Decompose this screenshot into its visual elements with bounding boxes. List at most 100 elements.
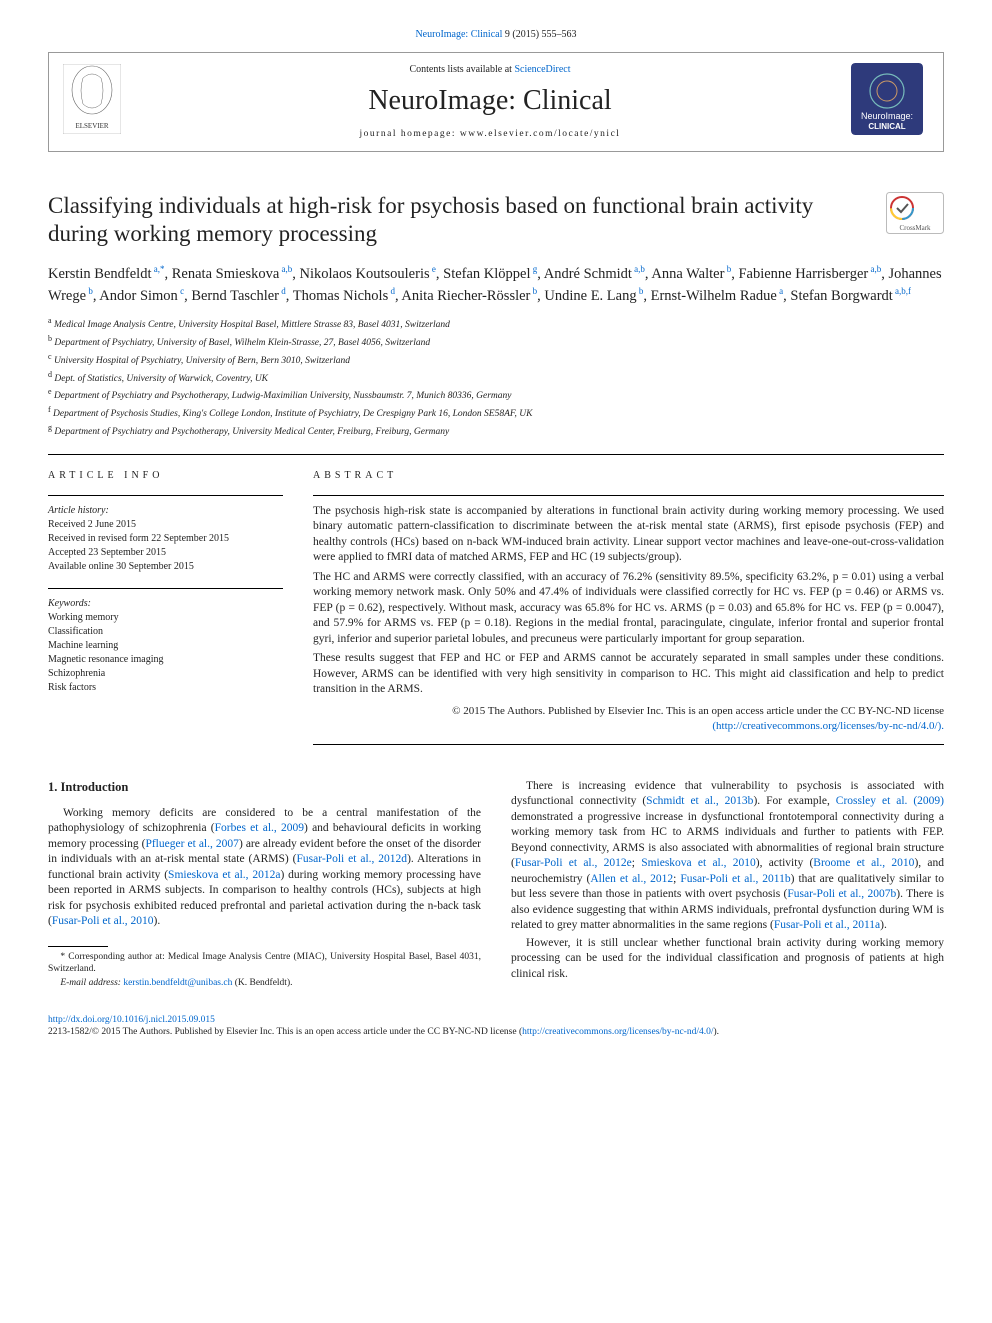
author-affiliation-ref[interactable]: d <box>388 286 395 296</box>
citation-link[interactable]: Fusar-Poli et al., 2011b <box>680 873 790 885</box>
affiliation: d Dept. of Statistics, University of War… <box>48 369 944 387</box>
author-affiliation-ref[interactable]: a,* <box>152 264 165 274</box>
author: Stefan Klöppel g <box>443 266 537 282</box>
info-divider <box>48 588 283 589</box>
citation-link[interactable]: Fusar-Poli et al., 2011a <box>774 919 880 931</box>
abstract-column: ABSTRACT The psychosis high-risk state i… <box>313 469 944 752</box>
license-link[interactable]: (http://creativecommons.org/licenses/by-… <box>712 720 944 732</box>
sciencedirect-link[interactable]: ScienceDirect <box>514 64 570 75</box>
keyword: Risk factors <box>48 681 283 695</box>
journal-cover-logo: NeuroImage: CLINICAL <box>851 63 923 135</box>
page-footer: http://dx.doi.org/10.1016/j.nicl.2015.09… <box>48 1014 944 1040</box>
abstract-heading: ABSTRACT <box>313 469 944 483</box>
citation-link[interactable]: Allen et al., 2012 <box>590 873 673 885</box>
svg-text:NeuroImage:: NeuroImage: <box>861 111 913 121</box>
copyright-text: © 2015 The Authors. Published by Elsevie… <box>452 705 944 717</box>
affiliation: b Department of Psychiatry, University o… <box>48 333 944 351</box>
author-affiliation-ref[interactable]: d <box>279 286 286 296</box>
license-link[interactable]: http://creativecommons.org/licenses/by-n… <box>522 1027 713 1037</box>
citation-link[interactable]: Broome et al., 2010 <box>813 857 914 869</box>
author: Bernd Taschler d <box>191 288 285 304</box>
keyword: Classification <box>48 625 283 639</box>
contents-available: Contents lists available at ScienceDirec… <box>143 63 837 77</box>
abstract-paragraph: The HC and ARMS were correctly classifie… <box>313 570 944 648</box>
author-affiliation-ref[interactable]: b <box>530 286 537 296</box>
author-affiliation-ref[interactable]: a,b <box>632 264 645 274</box>
journal-name: NeuroImage: Clinical <box>143 82 837 120</box>
author: Andor Simon c <box>99 288 184 304</box>
footnote-rule <box>48 946 108 947</box>
introduction-heading: 1. Introduction <box>48 779 481 796</box>
divider <box>48 454 944 455</box>
author-affiliation-ref[interactable]: b <box>637 286 644 296</box>
author-affiliation-ref[interactable]: a,b <box>279 264 292 274</box>
history-line: Available online 30 September 2015 <box>48 560 283 574</box>
history-line: Received in revised form 22 September 20… <box>48 532 283 546</box>
citation-link[interactable]: Smieskova et al., 2010 <box>641 857 756 869</box>
affiliation: f Department of Psychosis Studies, King'… <box>48 404 944 422</box>
author: Undine E. Lang b <box>544 288 643 304</box>
body-paragraph: However, it is still unclear whether fun… <box>511 936 944 983</box>
keyword: Magnetic resonance imaging <box>48 653 283 667</box>
info-divider <box>48 495 283 496</box>
doi-link[interactable]: http://dx.doi.org/10.1016/j.nicl.2015.09… <box>48 1015 215 1025</box>
citation-link[interactable]: Fusar-Poli et al., 2012e <box>515 857 632 869</box>
history-line: Accepted 23 September 2015 <box>48 546 283 560</box>
article-info-column: ARTICLE INFO Article history: Received 2… <box>48 469 283 752</box>
author: Anita Riecher-Rössler b <box>401 288 537 304</box>
author: Fabienne Harrisberger a,b <box>738 266 881 282</box>
journal-ref-link[interactable]: NeuroImage: Clinical <box>415 29 502 40</box>
author-affiliation-ref[interactable]: g <box>531 264 538 274</box>
author: Kerstin Bendfeldt a,* <box>48 266 165 282</box>
author-affiliation-ref[interactable]: b <box>724 264 731 274</box>
crossmark-badge[interactable]: CrossMark <box>886 192 944 234</box>
author-affiliation-ref[interactable]: a,b <box>868 264 881 274</box>
elsevier-logo: ELSEVIER <box>63 64 121 134</box>
journal-homepage: journal homepage: www.elsevier.com/locat… <box>143 128 837 141</box>
homepage-url[interactable]: www.elsevier.com/locate/ynicl <box>460 129 621 139</box>
citation-link[interactable]: Forbes et al., 2009 <box>215 822 304 834</box>
author-affiliation-ref[interactable]: e <box>430 264 436 274</box>
keyword: Machine learning <box>48 639 283 653</box>
svg-text:CLINICAL: CLINICAL <box>868 122 905 131</box>
svg-text:CrossMark: CrossMark <box>899 224 931 232</box>
history-label: Article history: <box>48 504 283 518</box>
author-affiliation-ref[interactable]: c <box>178 286 184 296</box>
email-link[interactable]: kerstin.bendfeldt@unibas.ch <box>123 978 232 988</box>
author-affiliation-ref[interactable]: a <box>777 286 783 296</box>
keywords-label: Keywords: <box>48 597 283 611</box>
affiliation: e Department of Psychiatry and Psychothe… <box>48 386 944 404</box>
article-title: Classifying individuals at high-risk for… <box>48 192 870 250</box>
corresponding-author: * Corresponding author at: Medical Image… <box>48 951 481 976</box>
affiliation: a Medical Image Analysis Centre, Univers… <box>48 315 944 333</box>
author: Anna Walter b <box>651 266 731 282</box>
body-left-column: 1. Introduction Working memory deficits … <box>48 779 481 992</box>
citation-link[interactable]: Fusar-Poli et al., 2010 <box>52 915 154 927</box>
keyword: Working memory <box>48 611 283 625</box>
abstract-paragraph: The psychosis high-risk state is accompa… <box>313 504 944 566</box>
affiliation: g Department of Psychiatry and Psychothe… <box>48 422 944 440</box>
citation-link[interactable]: Fusar-Poli et al., 2007b <box>787 888 896 900</box>
abstract-paragraph: These results suggest that FEP and HC or… <box>313 651 944 698</box>
citation-link[interactable]: Fusar-Poli et al., 2012d <box>297 853 408 865</box>
author: Thomas Nichols d <box>293 288 395 304</box>
author-affiliation-ref[interactable]: a,b,f <box>893 286 911 296</box>
author: André Schmidt a,b <box>544 266 645 282</box>
abstract-divider <box>313 744 944 745</box>
body-paragraph: There is increasing evidence that vulner… <box>511 779 944 934</box>
journal-header: ELSEVIER Contents lists available at Sci… <box>48 52 944 152</box>
body-right-column: There is increasing evidence that vulner… <box>511 779 944 992</box>
citation-link[interactable]: Pflueger et al., 2007 <box>145 838 238 850</box>
journal-reference: NeuroImage: Clinical 9 (2015) 555–563 <box>48 28 944 42</box>
author-list: Kerstin Bendfeldt a,*, Renata Smieskova … <box>48 263 944 307</box>
author: Renata Smieskova a,b <box>172 266 293 282</box>
svg-text:ELSEVIER: ELSEVIER <box>75 122 108 130</box>
author-affiliation-ref[interactable]: b <box>86 286 93 296</box>
author: Stefan Borgwardt a,b,f <box>790 288 911 304</box>
citation-link[interactable]: Crossley et al. (2009) <box>836 795 944 807</box>
citation-link[interactable]: Schmidt et al., 2013b <box>646 795 753 807</box>
email-footnote: E-mail address: kerstin.bendfeldt@unibas… <box>48 977 481 989</box>
author: Nikolaos Koutsouleris e <box>300 266 436 282</box>
keyword: Schizophrenia <box>48 667 283 681</box>
citation-link[interactable]: Smieskova et al., 2012a <box>168 869 280 881</box>
